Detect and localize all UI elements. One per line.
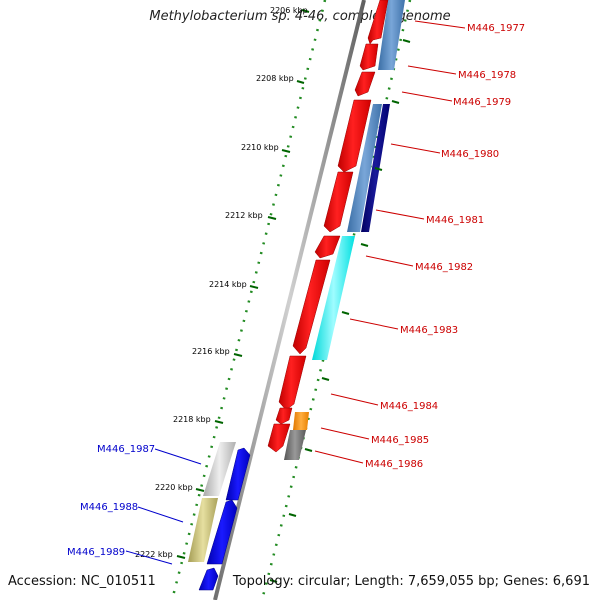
tick-label: 2218 kbp	[173, 415, 211, 424]
tick-labels: 2206 kbp 2208 kbp 2210 kbp 2212 kbp 2214…	[135, 6, 308, 559]
inner-dots-arc	[260, 0, 412, 600]
gene-label-m446-1983[interactable]: M446_1983	[400, 325, 458, 336]
forward-cds-group	[267, 0, 389, 453]
tick-label: 2220 kbp	[155, 483, 193, 492]
gene-label-m446-1980[interactable]: M446_1980	[441, 149, 499, 160]
gene-label-m446-1987[interactable]: M446_1987	[97, 444, 155, 455]
track-steelblue-mid	[347, 104, 382, 232]
genome-backbone	[213, 0, 366, 600]
cds-arrow-m446-1979	[337, 99, 372, 173]
cds-arrow-m446-1980	[323, 171, 354, 233]
accession-text: Accession: NC_010511	[8, 574, 156, 589]
gene-label-m446-1981[interactable]: M446_1981	[426, 215, 484, 226]
gene-label-m446-1984[interactable]: M446_1984	[380, 401, 438, 412]
cds-arrow-m446-1985	[267, 423, 291, 453]
cds-arrow-m446-1983	[278, 355, 307, 411]
reverse-cds-group	[198, 447, 251, 591]
gene-label-m446-1979[interactable]: M446_1979	[453, 97, 511, 108]
tick-label: 2214 kbp	[209, 280, 247, 289]
tick-label: 2212 kbp	[225, 211, 263, 220]
tick-marks	[176, 9, 310, 559]
tick-label: 2222 kbp	[135, 550, 173, 559]
gene-label-m446-1978[interactable]: M446_1978	[458, 70, 516, 81]
cds-arrow-m446-1984	[275, 407, 293, 425]
cds-arrow-m446-1977a	[367, 0, 389, 45]
leader-lines-right	[314, 20, 466, 464]
gene-label-m446-1985[interactable]: M446_1985	[371, 435, 429, 446]
gene-label-m446-1982[interactable]: M446_1982	[415, 262, 473, 273]
gene-label-m446-1977[interactable]: M446_1977	[467, 23, 525, 34]
tick-dots-arc	[170, 0, 327, 600]
tick-label: 2206 kbp	[270, 6, 308, 15]
cds-arrow-m446-1982	[292, 259, 331, 355]
cds-arrow-m446-1989	[198, 567, 219, 591]
track-cyan	[312, 236, 355, 360]
track-orange	[293, 412, 309, 430]
cds-arrow-m446-1977b	[359, 43, 379, 71]
gene-label-m446-1989[interactable]: M446_1989	[67, 547, 125, 558]
cds-arrow-m446-1988	[206, 499, 238, 565]
topology-text: Topology: circular; Length: 7,659,055 bp…	[232, 574, 590, 589]
tick-label: 2216 kbp	[192, 347, 230, 356]
cds-arrow-m446-1987	[225, 447, 251, 501]
cds-arrow-m446-1981	[314, 235, 341, 259]
track-khaki	[188, 498, 218, 562]
track-steelblue-top	[378, 0, 405, 70]
track-gray	[284, 430, 306, 460]
gene-labels-left: M446_1987 M446_1988 M446_1989	[67, 444, 155, 558]
tick-label: 2208 kbp	[256, 74, 294, 83]
tick-label: 2210 kbp	[241, 143, 279, 152]
inner-tick-marks	[269, 39, 411, 583]
gene-label-m446-1988[interactable]: M446_1988	[80, 502, 138, 513]
cds-arrow-m446-1978	[354, 71, 376, 97]
track-silver	[203, 442, 236, 496]
gene-labels-right: M446_1977 M446_1978 M446_1979 M446_1980 …	[365, 23, 525, 470]
leader-lines-left	[125, 448, 202, 565]
gene-label-m446-1986[interactable]: M446_1986	[365, 459, 423, 470]
